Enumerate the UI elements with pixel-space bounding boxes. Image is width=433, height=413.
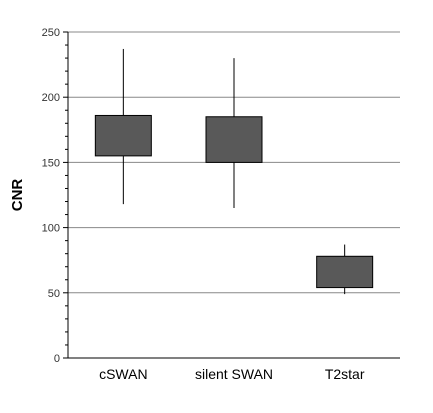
y-tick-label: 100 xyxy=(42,223,60,235)
box-cswan xyxy=(94,114,152,157)
box-layer xyxy=(94,48,374,295)
label-layer: 0 50 100 150 200 250 cSWAN silent SWAN T2star xyxy=(42,27,365,382)
x-category-label: cSWAN xyxy=(99,366,147,382)
x-category-label: T2star xyxy=(325,366,365,382)
y-tick-label: 50 xyxy=(48,288,60,300)
y-tick-label: 250 xyxy=(42,27,60,39)
axis-layer xyxy=(63,31,400,359)
y-tick-label: 150 xyxy=(42,157,60,169)
y-tick-label: 0 xyxy=(54,353,60,365)
box-t2star xyxy=(316,255,374,289)
box-silent-swan xyxy=(205,116,263,163)
y-axis-title: CNR xyxy=(9,179,26,212)
x-category-label: silent SWAN xyxy=(195,366,273,382)
y-tick-label: 200 xyxy=(42,92,60,104)
